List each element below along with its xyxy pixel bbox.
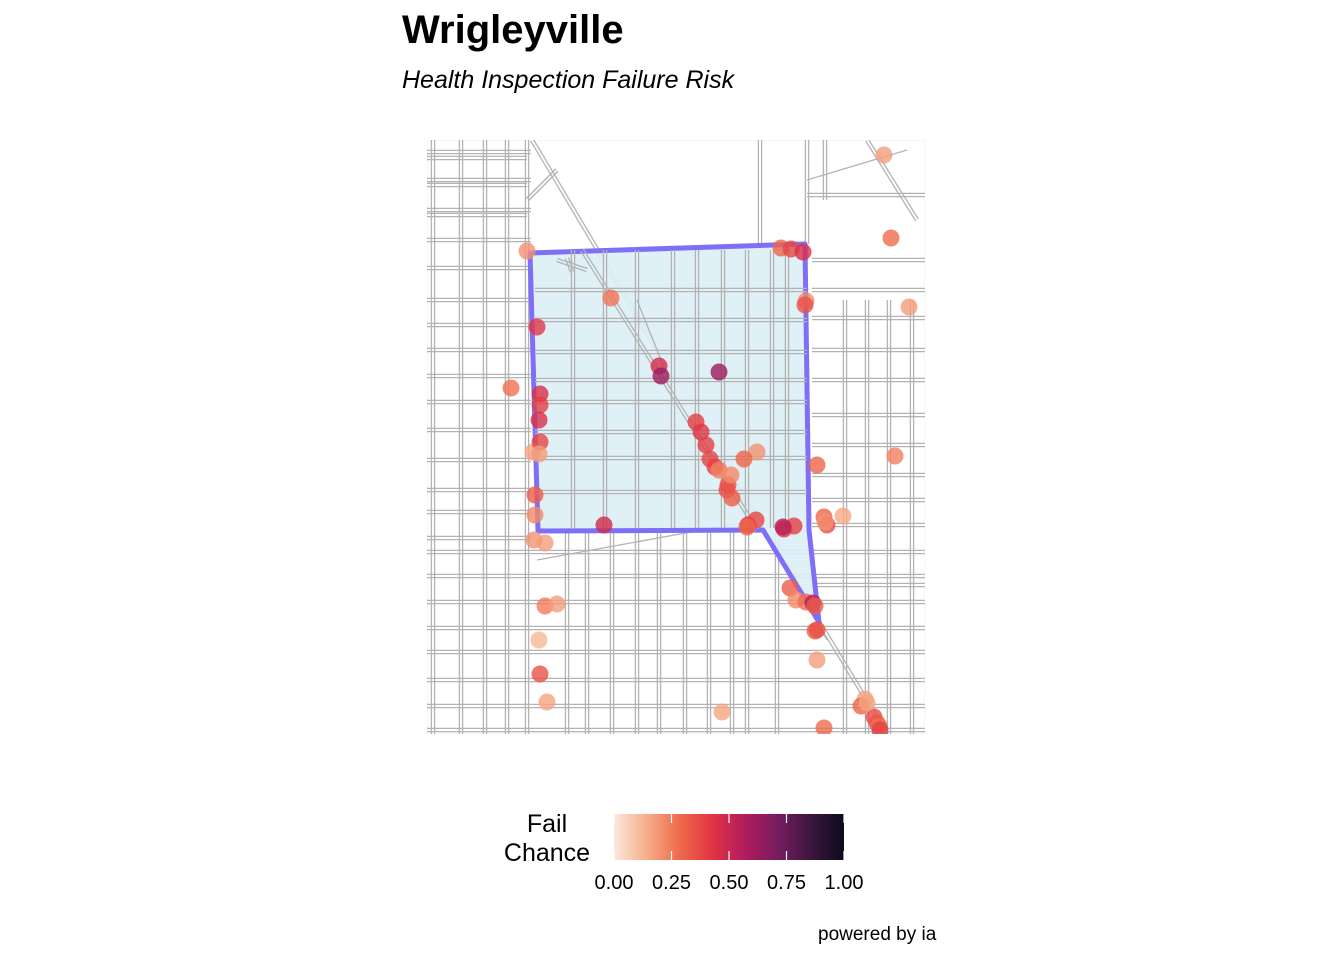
- establishment-point: [548, 595, 566, 613]
- establishment-point: [900, 298, 918, 316]
- map-subtitle: Health Inspection Failure Risk: [402, 66, 735, 94]
- legend-tick-label: 0.00: [594, 872, 634, 894]
- establishment-point: [796, 296, 814, 314]
- establishment-point: [526, 506, 544, 524]
- establishment-point: [531, 396, 549, 414]
- street-grid: [427, 140, 925, 734]
- establishment-point: [808, 621, 826, 639]
- establishment-points: [502, 146, 918, 734]
- legend-tick-marks: [614, 814, 845, 860]
- legend-tick-label: 1.00: [824, 872, 864, 894]
- legend-tick-label: 0.50: [709, 872, 749, 894]
- establishment-point: [710, 363, 728, 381]
- establishment-point: [713, 703, 731, 721]
- establishment-point: [875, 146, 893, 164]
- establishment-point: [886, 447, 904, 465]
- legend-colorbar: [614, 814, 845, 860]
- establishment-point: [738, 518, 756, 536]
- establishment-point: [526, 486, 544, 504]
- establishment-point: [808, 651, 826, 669]
- establishment-point: [530, 631, 548, 649]
- establishment-point: [723, 489, 741, 507]
- legend-title-line2: Chance: [503, 839, 591, 867]
- map-panel: [427, 140, 925, 734]
- establishment-point: [882, 229, 900, 247]
- establishment-point: [692, 423, 710, 441]
- legend-tick-label: 0.75: [767, 872, 806, 894]
- establishment-point: [528, 318, 546, 336]
- legend-tick-label: 0.25: [652, 872, 691, 894]
- establishment-point: [518, 242, 536, 260]
- establishment-point: [531, 665, 549, 683]
- establishment-point: [735, 450, 753, 468]
- establishment-point: [502, 379, 520, 397]
- caption: powered by ia: [818, 924, 937, 945]
- establishment-point: [816, 513, 834, 531]
- establishment-point: [858, 694, 876, 712]
- establishment-point: [530, 445, 548, 463]
- establishment-point: [806, 597, 824, 615]
- legend-title-line1: Fail: [526, 810, 568, 838]
- establishment-point: [530, 411, 548, 429]
- establishment-point: [538, 693, 556, 711]
- establishment-point: [536, 534, 554, 552]
- establishment-point: [602, 289, 620, 307]
- establishment-point: [595, 516, 613, 534]
- establishment-point: [808, 456, 826, 474]
- establishment-point: [834, 507, 852, 525]
- establishment-point: [748, 443, 766, 461]
- establishment-point: [871, 721, 889, 734]
- map-title: Wrigleyville: [402, 8, 624, 52]
- establishment-point: [697, 436, 715, 454]
- legend-title: Fail Chance: [494, 810, 600, 868]
- establishment-point: [652, 367, 670, 385]
- establishment-point: [794, 243, 812, 261]
- establishment-point: [774, 518, 792, 536]
- establishment-point: [722, 466, 740, 484]
- establishment-point: [815, 719, 833, 734]
